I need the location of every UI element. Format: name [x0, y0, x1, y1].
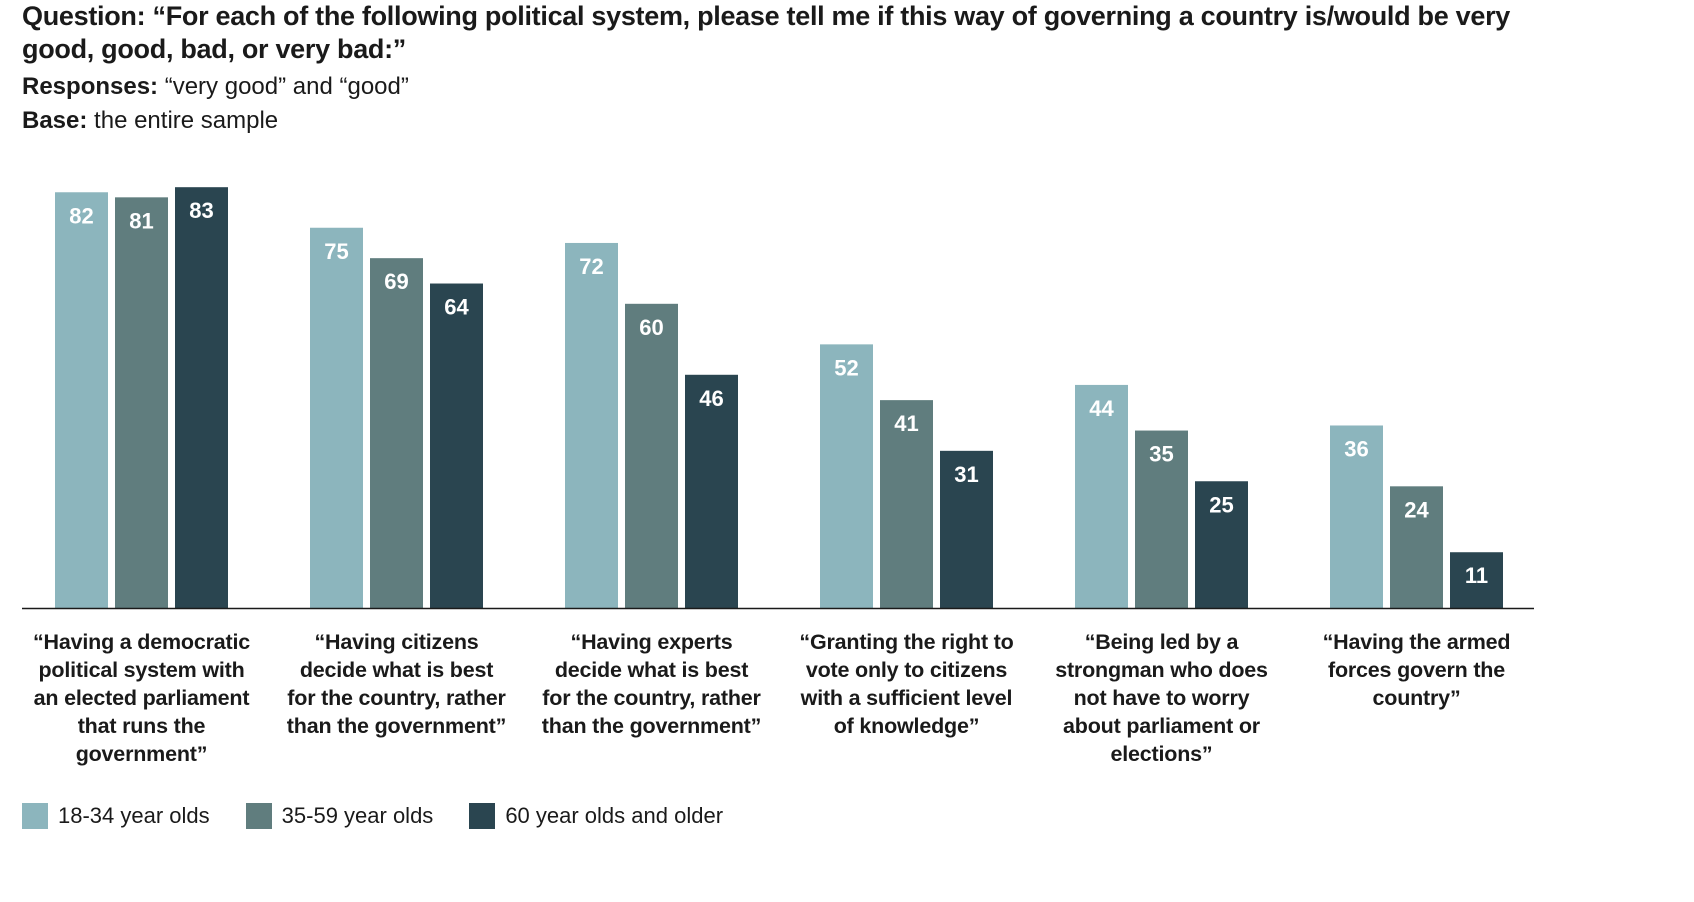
bar-35-59: [625, 303, 678, 608]
bar-group: 52 41 31: [820, 344, 993, 608]
legend-label: 18-34 year olds: [58, 803, 210, 828]
data-label: 11: [1465, 563, 1488, 588]
data-label: 36: [1344, 436, 1368, 461]
legend-item: 60 year olds and older: [469, 803, 723, 829]
bar-60-plus: [1450, 552, 1503, 608]
bar-35-59: [1390, 486, 1443, 608]
bar-18-34: [1075, 384, 1128, 608]
bar-60-plus: [175, 187, 228, 608]
base: Base: the entire sample: [22, 106, 278, 136]
responses-text: “very good” and “good”: [164, 73, 409, 100]
data-label: 44: [1089, 396, 1114, 421]
bar-group: 72 60 46: [565, 242, 738, 608]
legend: 18-34 year olds 35-59 year olds 60 year …: [22, 803, 759, 829]
data-label: 83: [189, 198, 213, 223]
category-label: “Having citizens decide what is best for t…: [286, 630, 507, 738]
bar-35-59: [115, 197, 168, 608]
responses: Responses: “very good” and “good”: [22, 72, 409, 102]
data-label: 24: [1404, 497, 1429, 522]
data-label: 46: [699, 386, 723, 411]
data-label: 35: [1149, 442, 1173, 467]
bar-18-34: [310, 227, 363, 608]
bar-35-59: [1135, 430, 1188, 608]
question-text: “For each of the following political sys…: [22, 1, 1510, 64]
bar-60-plus: [1195, 481, 1248, 608]
data-label: 64: [444, 295, 469, 320]
question-label: Question:: [22, 1, 146, 31]
responses-label: Responses:: [22, 73, 159, 100]
data-label: 82: [69, 203, 93, 228]
bar-group: 44 35 25: [1075, 384, 1248, 608]
category-label: “Having experts decide what is best for th…: [541, 630, 762, 738]
category-label: “Being led by a strongman who does not hav…: [1055, 630, 1268, 766]
data-label: 75: [324, 239, 348, 264]
category-label: “Having the armed forces govern the countr…: [1322, 630, 1511, 710]
data-label: 69: [384, 269, 408, 294]
legend-label: 35-59 year olds: [281, 803, 434, 828]
base-text: the entire sample: [94, 107, 279, 134]
data-label: 81: [129, 208, 153, 233]
data-label: 31: [954, 462, 978, 487]
bar-18-34: [820, 344, 873, 608]
bar-18-34: [1330, 425, 1383, 608]
data-label: 25: [1209, 492, 1233, 517]
question: Question: “For each of the following pol…: [22, 0, 1562, 66]
bar-60-plus: [940, 450, 993, 608]
bar-18-34: [55, 192, 108, 608]
data-label: 41: [894, 411, 918, 436]
bar-group: 36 24 11: [1330, 425, 1503, 608]
legend-swatch-35-59: [245, 803, 272, 829]
category-label: “Granting the right to vote only to citiz…: [799, 630, 1014, 738]
legend-item: 35-59 year olds: [245, 803, 434, 829]
bar-35-59: [880, 400, 933, 608]
legend-swatch-18-34: [22, 803, 48, 829]
bar-group: 75 69 64: [310, 227, 483, 608]
legend-item: 18-34 year olds: [22, 803, 210, 829]
data-label: 72: [579, 254, 603, 279]
category-label: “Having a democratic political system wit…: [32, 630, 251, 766]
bar-35-59: [370, 258, 423, 608]
bar-60-plus: [685, 374, 738, 608]
legend-label: 60 year olds and older: [505, 803, 724, 828]
data-label: 52: [834, 355, 858, 380]
bar-18-34: [565, 242, 618, 608]
bar-60-plus: [430, 283, 483, 608]
legend-swatch-60-plus: [469, 803, 496, 829]
base-label: Base:: [22, 107, 88, 134]
data-label: 60: [639, 315, 663, 340]
bar-group: 82 81 83: [55, 187, 228, 608]
